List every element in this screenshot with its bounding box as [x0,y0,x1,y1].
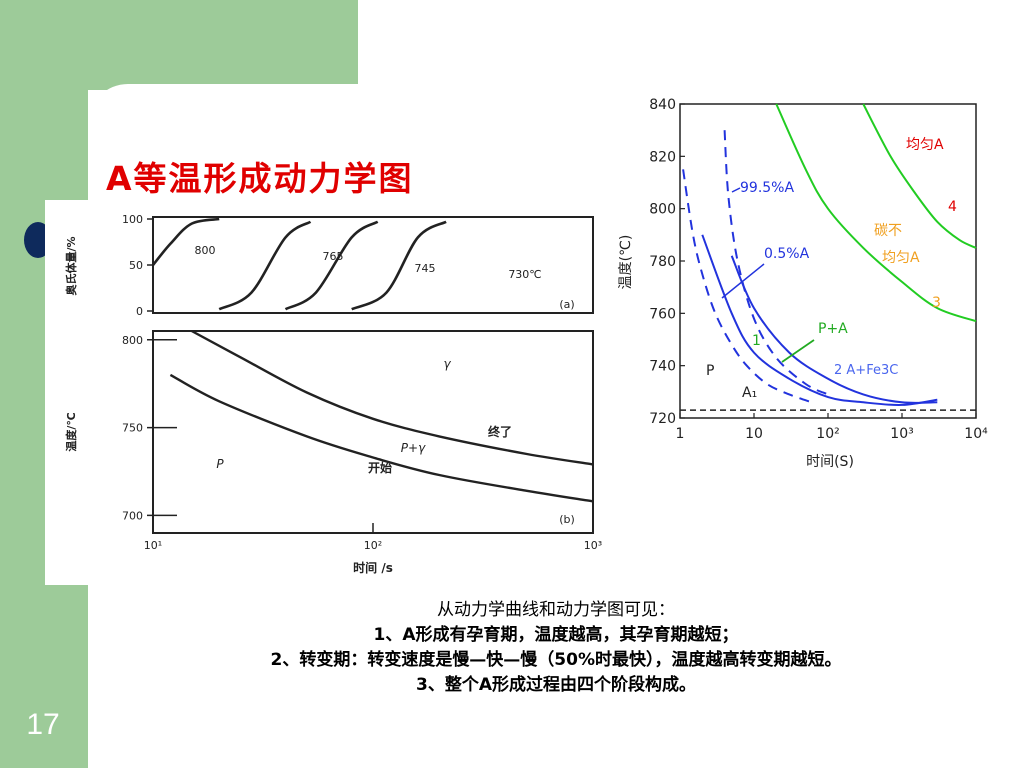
right-ytick-label: 780 [649,254,676,270]
conclusion-line-3: 2、转变期：转变速度是慢—快—慢（50%时最快），温度越高转变期越短。 [270,650,842,670]
panel-a-curve-1 [218,220,312,311]
chart-left-background [45,200,605,585]
label-p: P [706,363,714,379]
right-curve-0 [682,169,812,404]
panel-a-curve-label: 745 [415,262,436,275]
panel-a-curve-label: 800 [195,244,216,257]
conclusion-line-1: 从动力学曲线和动力学图可见： [437,600,675,620]
panel-b-curve-0 [169,373,594,503]
right-xtick-label: 1 [676,426,685,442]
conclusion-line-2: 1、A形成有孕育期，温度越高，其孕育期越短； [373,625,739,645]
label-carbon-non: 碳不 [874,223,902,239]
right-ytick-label: 840 [649,97,676,113]
panel-a-ytick-label: 0 [136,305,143,318]
panel-a-curve-3 [351,220,447,311]
right-xtick-label: 10³ [890,426,913,442]
right-ytick-label: 720 [649,411,676,427]
panel-b-xlabel: 时间 /s [353,560,393,575]
panel-b-curve-1 [191,329,594,466]
right-ytick-label: 820 [649,149,676,165]
panel-b-curve-label: 终了 [488,424,512,439]
label-0-5-a: 0.5%A [764,246,810,262]
label-2-a-fe3c: 2 A+Fe3C [834,363,898,378]
panel-a-curve-2 [284,220,379,311]
right-xtick-label: 10 [745,426,763,442]
panel-a-ytick-label: 100 [122,213,143,226]
conclusion-line-4: 3、整个A形成过程由四个阶段构成。 [416,675,696,695]
panel-b-ytick-label: 750 [122,422,143,435]
label-nonuniform-a: 均匀A [882,250,920,266]
leader-p-a [781,339,815,363]
panel-a-curve-0 [151,217,220,266]
right-curve-4 [775,103,977,323]
panel-b-region-label: P+γ [401,441,426,455]
panel-b-xtick-label: 10³ [584,539,602,552]
right-xtick-label: 10² [816,426,839,442]
right-curve-3 [730,255,938,404]
panel-a-curve-label: 730℃ [508,268,541,281]
panel-a-ylabel: 奥氏体量/% [64,236,78,296]
panel-b-xtick-label: 10² [364,539,382,552]
panel-b-region-label: P [216,457,224,471]
panel-b-region-label: γ [443,357,451,371]
panel-b-ytick-label: 800 [122,334,143,347]
label-p-plus-a: P+A [818,321,848,337]
chart-right-kinetics: 720 740 760 780 800 820 840 1 10 10² 10³ 10⁴ 温度(℃) 时间… [618,97,988,470]
right-ytick-label: 740 [649,359,676,375]
right-xtick-label: 10⁴ [964,426,988,442]
panel-a-label: (a) [559,298,574,311]
page-number: 17 [26,708,60,741]
right-xlabel: 时间(S) [806,454,854,470]
right-ylabel: 温度(℃) [618,235,634,290]
label-curve-3: 3 [932,295,941,311]
label-a1: A₁ [742,385,757,401]
label-curve-4: 4 [948,199,957,215]
panel-b-ylabel: 温度/℃ [64,412,78,451]
panel-b-xtick-label: 10¹ [144,539,162,552]
right-ytick-label: 760 [649,306,676,322]
slide-title: A等温形成动力学图 [106,159,414,198]
right-curve-5 [862,103,977,249]
panel-b-label: (b) [559,513,575,526]
label-uniform-a: 均匀A [906,137,944,153]
panel-a-ytick-label: 50 [129,259,143,272]
leader-99-5 [731,187,741,193]
conclusion-text: 从动力学曲线和动力学图可见： 1、A形成有孕育期，温度越高，其孕育期越短； 2、… [96,598,1016,698]
right-curve-1 [723,130,829,396]
label-99-5-a: 99.5%A [740,180,794,196]
right-ytick-label: 800 [649,202,676,218]
leader-0-5 [721,263,765,299]
panel-b-ytick-label: 700 [122,509,143,522]
panel-b-curve-label: 开始 [368,460,392,475]
right-curve-2 [701,234,938,406]
label-curve-1: 1 [752,333,761,349]
